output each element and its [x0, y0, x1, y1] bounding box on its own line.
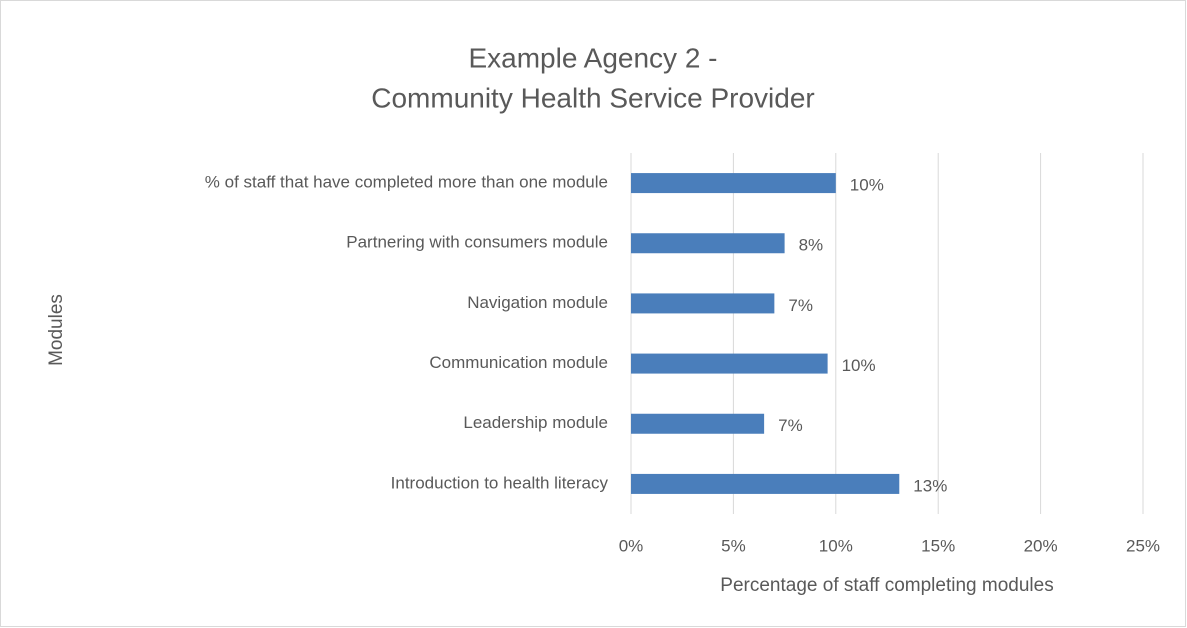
x-tick-label: 15% [921, 536, 955, 555]
bar [631, 473, 900, 494]
chart-title: Example Agency 2 - [468, 42, 717, 73]
y-tick-label: Introduction to health literacy [391, 473, 609, 492]
x-tick-label: 5% [721, 536, 746, 555]
bar [631, 173, 836, 194]
x-tick-label: 20% [1024, 536, 1058, 555]
y-tick-label: % of staff that have completed more than… [205, 173, 608, 192]
y-tick-label: Leadership module [463, 413, 608, 432]
bar [631, 413, 765, 434]
y-tick-label: Partnering with consumers module [346, 233, 608, 252]
bar [631, 353, 828, 374]
data-label: 7% [778, 416, 803, 435]
x-tick-label: 10% [819, 536, 853, 555]
bar [631, 293, 775, 314]
x-tick-label: 25% [1126, 536, 1160, 555]
chart-title: Community Health Service Provider [371, 82, 815, 113]
bar [631, 233, 785, 254]
x-axis-title: Percentage of staff completing modules [720, 575, 1053, 596]
data-label: 7% [788, 296, 813, 315]
data-label: 10% [842, 356, 876, 375]
y-axis-title: Modules [46, 294, 67, 366]
data-label: 8% [799, 236, 824, 255]
data-label: 10% [850, 176, 884, 195]
data-label: 13% [913, 476, 947, 495]
x-tick-label: 0% [619, 536, 644, 555]
y-tick-label: Navigation module [467, 293, 608, 312]
y-tick-label: Communication module [429, 353, 608, 372]
